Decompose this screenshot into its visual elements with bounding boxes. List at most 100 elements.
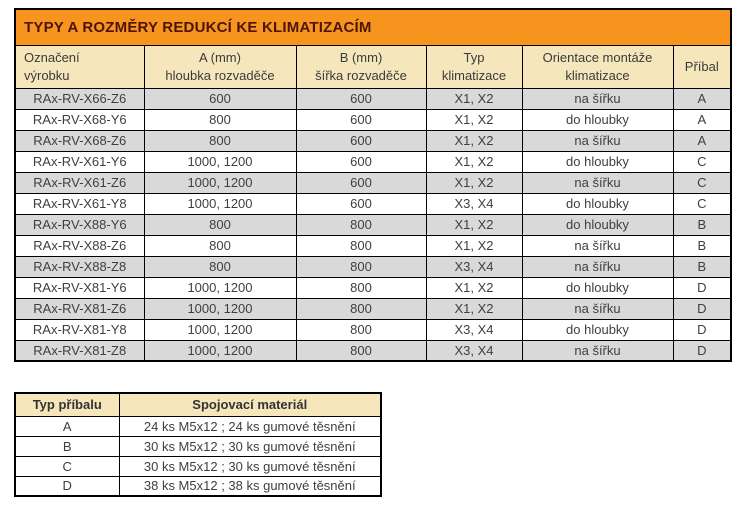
table-cell: X1, X2: [425, 276, 523, 299]
col-header-accessory-pack: Příbal: [672, 44, 732, 89]
table-cell: D: [14, 475, 120, 497]
table-cell: 1000, 1200: [143, 150, 297, 173]
table-cell: do hloubky: [521, 276, 674, 299]
table-cell: RAx-RV-X88-Z6: [14, 234, 145, 257]
col-header-width-b: B (mm) šířka rozvaděče: [295, 44, 427, 89]
table-cell: 1000, 1200: [143, 276, 297, 299]
table-cell: A: [672, 129, 732, 152]
table-cell: 800: [295, 255, 427, 278]
table-cell: 38 ks M5x12 ; 38 ks gumové těsnění: [118, 475, 382, 497]
table-cell: X1, X2: [425, 234, 523, 257]
table-cell: RAx-RV-X68-Z6: [14, 129, 145, 152]
table-cell: 1000, 1200: [143, 318, 297, 341]
table-row: RAx-RV-X61-Y8 1000, 1200 600 X3, X4 do hloub…: [14, 192, 732, 215]
table-cell: 600: [295, 150, 427, 173]
table-header-row: Označení výrobku A (mm) hloubka rozvaděč…: [14, 44, 732, 89]
table-row: RAx-RV-X81-Z6 1000, 1200 800 X1, X2 na šířku…: [14, 297, 732, 320]
table-cell: 800: [143, 255, 297, 278]
table-row: RAx-RV-X61-Y6 1000, 1200 600 X1, X2 do hloub…: [14, 150, 732, 173]
table-cell: na šířku: [521, 297, 674, 320]
table-row: C 30 ks M5x12 ; 30 ks gumové těsnění: [14, 455, 382, 477]
table-cell: na šířku: [521, 339, 674, 362]
col-header-product-code: Označení výrobku: [14, 44, 145, 89]
table-cell: RAx-RV-X81-Y8: [14, 318, 145, 341]
table-cell: X3, X4: [425, 192, 523, 215]
table-cell: B: [672, 234, 732, 257]
table-cell: X1, X2: [425, 171, 523, 194]
table-cell: na šířku: [521, 129, 674, 152]
table-cell: C: [14, 455, 120, 477]
table-cell: B: [672, 255, 732, 278]
table-cell: X1, X2: [425, 129, 523, 152]
table-cell: 800: [295, 339, 427, 362]
table-cell: X1, X2: [425, 297, 523, 320]
table-row: RAx-RV-X88-Z8 800 800 X3, X4 na šířku B: [14, 255, 732, 278]
table-row: RAx-RV-X88-Z6 800 800 X1, X2 na šířku B: [14, 234, 732, 257]
table-cell: 800: [143, 108, 297, 131]
table-cell: do hloubky: [521, 108, 674, 131]
table-row: RAx-RV-X88-Y6 800 800 X1, X2 do hloubky B: [14, 213, 732, 236]
table-cell: 600: [295, 129, 427, 152]
table-cell: 1000, 1200: [143, 171, 297, 194]
table-cell: 600: [295, 171, 427, 194]
dimensions-table: TYPY A ROZMĚRY REDUKCÍ KE KLIMATIZACÍM O…: [14, 8, 733, 362]
table-cell: X1, X2: [425, 87, 523, 110]
table-cell: 600: [295, 87, 427, 110]
table-row: D 38 ks M5x12 ; 38 ks gumové těsnění: [14, 475, 382, 497]
accessory-pack-table: Typ příbalu Spojovací materiál A 24 ks M5…: [14, 392, 382, 497]
table-cell: 800: [143, 129, 297, 152]
table-cell: C: [672, 150, 732, 173]
table-cell: 800: [295, 234, 427, 257]
table-cell: 800: [295, 276, 427, 299]
col-header-pack-type: Typ příbalu: [14, 392, 120, 417]
table-cell: C: [672, 171, 732, 194]
table-cell: 30 ks M5x12 ; 30 ks gumové těsnění: [118, 455, 382, 477]
table-cell: A: [672, 87, 732, 110]
table-cell: C: [672, 192, 732, 215]
col-header-joining-material: Spojovací materiál: [118, 392, 382, 417]
table-title: TYPY A ROZMĚRY REDUKCÍ KE KLIMATIZACÍM: [14, 8, 732, 46]
table-cell: 800: [295, 318, 427, 341]
table-cell: RAx-RV-X81-Z6: [14, 297, 145, 320]
table-row: RAx-RV-X81-Y8 1000, 1200 800 X3, X4 do hloub…: [14, 318, 732, 341]
table-row: RAx-RV-X61-Z6 1000, 1200 600 X1, X2 na šířku…: [14, 171, 732, 194]
table-cell: X3, X4: [425, 339, 523, 362]
table-row: A 24 ks M5x12 ; 24 ks gumové těsnění: [14, 415, 382, 437]
table-cell: RAx-RV-X88-Z8: [14, 255, 145, 278]
table-row: B 30 ks M5x12 ; 30 ks gumové těsnění: [14, 435, 382, 457]
table-cell: X1, X2: [425, 213, 523, 236]
table-row: RAx-RV-X81-Z8 1000, 1200 800 X3, X4 na šířku…: [14, 339, 732, 362]
table-cell: D: [672, 297, 732, 320]
table-cell: X3, X4: [425, 318, 523, 341]
table-title-row: TYPY A ROZMĚRY REDUKCÍ KE KLIMATIZACÍM: [14, 8, 732, 46]
table-cell: B: [14, 435, 120, 457]
table-cell: do hloubky: [521, 192, 674, 215]
table-cell: B: [672, 213, 732, 236]
table-cell: A: [672, 108, 732, 131]
table-cell: 24 ks M5x12 ; 24 ks gumové těsnění: [118, 415, 382, 437]
table-cell: RAx-RV-X61-Y8: [14, 192, 145, 215]
accessory-table-header-row: Typ příbalu Spojovací materiál: [14, 392, 382, 417]
col-header-depth-a: A (mm) hloubka rozvaděče: [143, 44, 297, 89]
table-cell: 600: [295, 192, 427, 215]
table-cell: RAx-RV-X88-Y6: [14, 213, 145, 236]
col-header-mount-orientation: Orientace montáže klimatizace: [521, 44, 674, 89]
table-cell: 600: [295, 108, 427, 131]
table-cell: A: [14, 415, 120, 437]
table-cell: D: [672, 276, 732, 299]
table-cell: RAx-RV-X68-Y6: [14, 108, 145, 131]
table-cell: D: [672, 339, 732, 362]
table-cell: X1, X2: [425, 150, 523, 173]
table-cell: na šířku: [521, 234, 674, 257]
table-row: RAx-RV-X68-Y6 800 600 X1, X2 do hloubky A: [14, 108, 732, 131]
table-row: RAx-RV-X81-Y6 1000, 1200 800 X1, X2 do hloub…: [14, 276, 732, 299]
table-cell: na šířku: [521, 255, 674, 278]
main-table-body: RAx-RV-X66-Z6 600 600 X1, X2 na šířku A RAx-RV…: [14, 87, 732, 362]
table-cell: 600: [143, 87, 297, 110]
table-cell: 1000, 1200: [143, 192, 297, 215]
table-cell: X1, X2: [425, 108, 523, 131]
table-cell: 800: [295, 297, 427, 320]
table-cell: do hloubky: [521, 213, 674, 236]
table-row: RAx-RV-X68-Z6 800 600 X1, X2 na šířku A: [14, 129, 732, 152]
